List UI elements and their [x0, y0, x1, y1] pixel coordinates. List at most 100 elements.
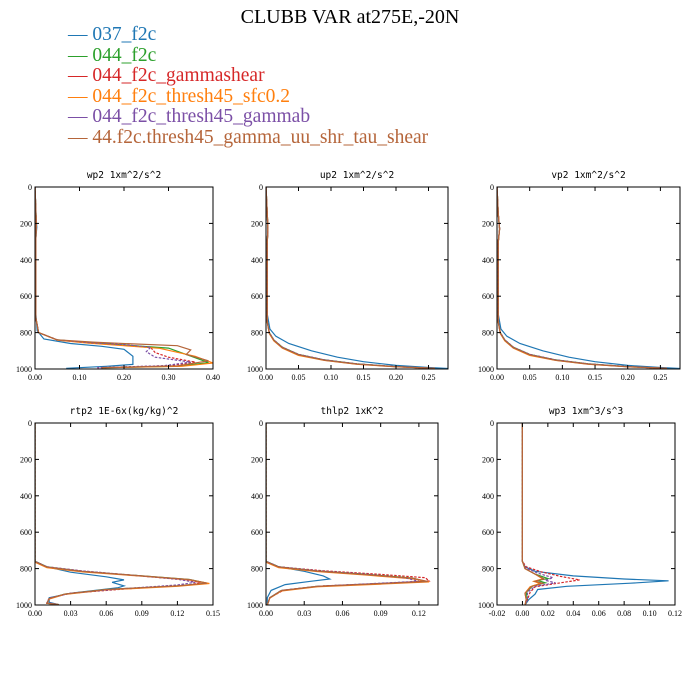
- x-tick-label: 0.05: [523, 373, 537, 382]
- x-tick-label: 0.06: [335, 609, 349, 618]
- series-line: [35, 423, 202, 605]
- series-line: [521, 423, 556, 605]
- series-line: [266, 187, 436, 369]
- y-tick-label: 200: [20, 219, 32, 228]
- y-tick-label: 0: [490, 183, 494, 192]
- y-tick-label: 400: [251, 492, 263, 501]
- y-tick-label: 800: [482, 329, 494, 338]
- plot-frame: [34, 422, 214, 606]
- y-tick-label: 800: [20, 329, 32, 338]
- x-tick-label: 0.10: [643, 609, 657, 618]
- legend-entry: — 44.f2c.thresh45_gamma_uu_shr_tau_shear: [68, 126, 429, 148]
- panel-title: wp2 1xm^2/s^2: [87, 170, 161, 181]
- series-line: [266, 187, 448, 369]
- y-tick-label: 0: [259, 183, 263, 192]
- y-tick-label: 200: [482, 219, 494, 228]
- y-tick-label: 1000: [247, 365, 263, 374]
- x-tick-label: 0.00: [28, 609, 42, 618]
- x-tick-label: 0.00: [515, 609, 529, 618]
- y-tick-label: 1000: [247, 601, 263, 610]
- legend-entry: — 044_f2c: [68, 44, 157, 66]
- series-line: [521, 423, 580, 605]
- y-tick-label: 200: [251, 455, 263, 464]
- series-line: [266, 187, 436, 369]
- panel-title: up2 1xm^2/s^2: [320, 170, 394, 181]
- y-tick-label: 0: [259, 419, 263, 428]
- x-tick-label: 0.20: [621, 373, 635, 382]
- x-tick-label: 0.12: [170, 609, 184, 618]
- series-line: [266, 187, 436, 369]
- series-line: [35, 423, 127, 605]
- y-tick-label: 400: [251, 256, 263, 265]
- series-line: [35, 187, 209, 369]
- x-tick-label: 0.09: [374, 609, 388, 618]
- plot-frame: [496, 186, 681, 370]
- plot-frame: [265, 422, 439, 606]
- x-tick-label: 0.00: [28, 373, 42, 382]
- x-tick-label: 0.25: [653, 373, 667, 382]
- x-tick-label: 0.20: [117, 373, 131, 382]
- series-line: [35, 423, 208, 605]
- x-tick-label: 0.03: [297, 609, 311, 618]
- y-tick-label: 400: [20, 256, 32, 265]
- series-line: [521, 423, 551, 605]
- legend-entry: — 044_f2c_gammashear: [68, 65, 265, 87]
- y-tick-label: 1000: [478, 365, 494, 374]
- x-tick-label: 0.20: [389, 373, 403, 382]
- y-tick-label: 1000: [478, 601, 494, 610]
- x-tick-label: 0.04: [566, 609, 580, 618]
- x-tick-label: 0.00: [259, 373, 273, 382]
- y-tick-label: 600: [20, 292, 32, 301]
- series-line: [266, 423, 332, 605]
- y-tick-label: 400: [20, 492, 32, 501]
- y-tick-label: 800: [251, 565, 263, 574]
- y-tick-label: 600: [482, 292, 494, 301]
- legend-entry: — 044_f2c_thresh45_gammab: [68, 106, 311, 128]
- series-line: [497, 187, 667, 369]
- x-tick-label: 0.15: [206, 609, 220, 618]
- y-tick-label: 800: [20, 565, 32, 574]
- x-tick-label: 0.03: [64, 609, 78, 618]
- y-tick-label: 800: [482, 565, 494, 574]
- y-tick-label: 800: [251, 329, 263, 338]
- x-tick-label: 0.09: [135, 609, 149, 618]
- plot-frame: [265, 186, 449, 370]
- series-line: [266, 187, 436, 369]
- panel-title: wp3 1xm^3/s^3: [549, 406, 623, 417]
- x-tick-label: 0.00: [259, 609, 273, 618]
- y-tick-label: 600: [251, 528, 263, 537]
- x-tick-label: 0.06: [99, 609, 113, 618]
- y-tick-label: 200: [482, 455, 494, 464]
- series-line: [35, 423, 208, 605]
- y-tick-label: 0: [28, 183, 32, 192]
- legend: — 037_f2c — 044_f2c — 044_f2c_gammashear — …: [68, 24, 429, 149]
- panel-title: rtp2 1E-6x(kg/kg)^2: [70, 406, 179, 417]
- series-line: [266, 423, 428, 605]
- y-tick-label: 0: [28, 419, 32, 428]
- x-tick-label: 0.10: [555, 373, 569, 382]
- y-tick-label: 600: [482, 528, 494, 537]
- y-tick-label: 200: [20, 455, 32, 464]
- y-tick-label: 600: [251, 292, 263, 301]
- series-line: [266, 423, 420, 605]
- x-tick-label: 0.15: [357, 373, 371, 382]
- panel-wp3: wp3 1xm^3/s^3 0 200 400 600 800 1000-0.02 0.00 0…: [478, 406, 682, 618]
- panel-title: vp2 1xm^2/s^2: [551, 170, 625, 181]
- plot-frame: [496, 422, 676, 606]
- x-tick-label: 0.05: [292, 373, 306, 382]
- series-line: [521, 423, 546, 605]
- x-tick-label: 0.00: [490, 373, 504, 382]
- y-tick-label: 600: [20, 528, 32, 537]
- x-tick-label: 0.06: [592, 609, 606, 618]
- series-line: [521, 423, 545, 605]
- series-line: [266, 187, 436, 369]
- panel-title: thlp2 1xK^2: [321, 406, 384, 417]
- page-title: CLUBB VAR at275E,-20N: [240, 6, 460, 28]
- y-tick-label: 400: [482, 492, 494, 501]
- legend-entry: — 037_f2c: [68, 24, 157, 45]
- y-tick-label: 400: [482, 256, 494, 265]
